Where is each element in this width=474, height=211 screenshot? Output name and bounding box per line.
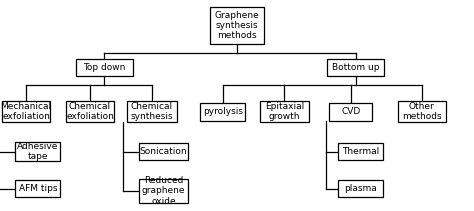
Text: pyrolysis: pyrolysis <box>203 107 243 116</box>
FancyBboxPatch shape <box>66 101 114 122</box>
Text: Adhesive
tape: Adhesive tape <box>17 142 59 161</box>
FancyBboxPatch shape <box>200 103 246 121</box>
Text: Thermal: Thermal <box>342 147 379 156</box>
FancyBboxPatch shape <box>138 179 188 203</box>
FancyBboxPatch shape <box>337 143 383 160</box>
FancyBboxPatch shape <box>337 180 383 197</box>
FancyBboxPatch shape <box>2 101 50 122</box>
FancyBboxPatch shape <box>398 101 446 122</box>
Text: Graphene
synthesis
methods: Graphene synthesis methods <box>215 11 259 40</box>
Text: Epitaxial
growth: Epitaxial growth <box>265 102 304 121</box>
FancyBboxPatch shape <box>127 101 176 122</box>
Text: CVD: CVD <box>341 107 360 116</box>
FancyBboxPatch shape <box>210 7 264 44</box>
FancyBboxPatch shape <box>329 103 372 121</box>
Text: Reduced
graphene
oxide: Reduced graphene oxide <box>142 176 185 206</box>
Text: Chemical
synthesis: Chemical synthesis <box>130 102 173 121</box>
FancyBboxPatch shape <box>76 58 133 76</box>
Text: Other
methods: Other methods <box>402 102 442 121</box>
Text: Top down: Top down <box>83 63 126 72</box>
FancyBboxPatch shape <box>138 143 188 160</box>
Text: Chemical
exfoliation: Chemical exfoliation <box>66 102 114 121</box>
FancyBboxPatch shape <box>15 142 61 161</box>
Text: plasma: plasma <box>344 184 377 193</box>
Text: AFM tips: AFM tips <box>18 184 57 193</box>
FancyBboxPatch shape <box>259 101 309 122</box>
Text: Sonication: Sonication <box>140 147 187 156</box>
Text: Mechanical
exfoliation: Mechanical exfoliation <box>0 102 52 121</box>
FancyBboxPatch shape <box>15 180 61 197</box>
FancyBboxPatch shape <box>327 58 384 76</box>
Text: Bottom up: Bottom up <box>332 63 379 72</box>
